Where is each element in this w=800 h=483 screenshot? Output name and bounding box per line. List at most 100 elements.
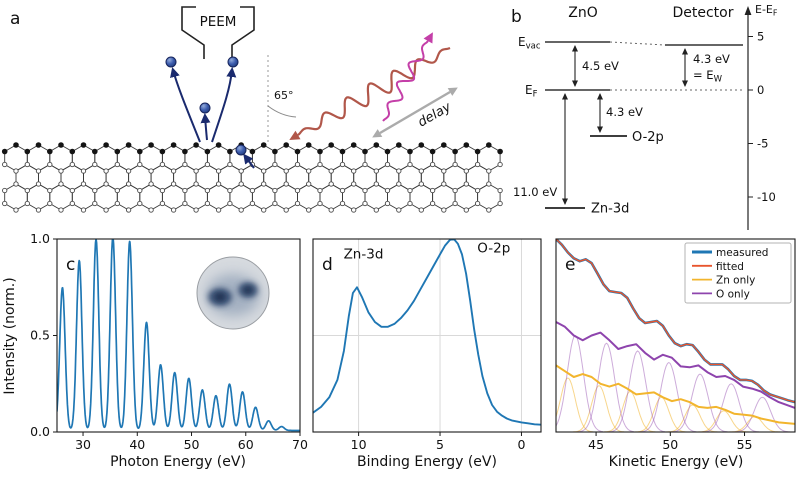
lattice-atom-open	[418, 181, 424, 187]
hexagon	[26, 144, 51, 172]
lattice-atom-open	[249, 200, 256, 207]
lattice-atom-open	[69, 161, 75, 168]
lattice-atom-open	[24, 200, 30, 207]
electron	[227, 56, 239, 68]
arrowhead-down	[562, 198, 568, 205]
lattice-atom-open	[441, 181, 447, 187]
lattice-atom-open	[24, 187, 30, 194]
chart-photon-energy-spectrum: 30 40 50 60 70 0.0 0.5 1.0	[30, 231, 308, 452]
arrowhead-up	[597, 93, 603, 100]
electron	[165, 56, 177, 68]
lattice-atom-open	[58, 181, 64, 187]
lattice-atom-filled	[193, 142, 199, 148]
x-tick-label: 45	[588, 437, 604, 452]
panel-label-e: e	[565, 255, 575, 275]
lattice-atom-open	[486, 207, 492, 213]
peem-image-inset	[196, 256, 270, 330]
lattice-atom-open	[373, 168, 379, 174]
lattice-atom-open	[238, 168, 244, 174]
x-tick-label: 50	[184, 437, 200, 452]
shared-ylabel: Intensity (norm.)	[2, 277, 18, 394]
fitted-curve	[555, 238, 796, 403]
lattice-atom-open	[80, 207, 87, 213]
lattice-atom-open	[249, 187, 256, 194]
lattice-atom-open	[339, 200, 346, 207]
lattice-atom-open	[159, 187, 166, 194]
hexagon	[94, 144, 118, 172]
lattice-atom-open	[497, 200, 503, 207]
hexagon	[308, 163, 332, 192]
annotation-O-2p: O-2p	[477, 241, 510, 257]
lattice-atom-open	[125, 168, 132, 174]
lattice-atom-filled	[159, 148, 166, 155]
lattice-atom-open	[170, 207, 177, 213]
xlabel-binding-energy: Binding Energy (eV)	[357, 454, 497, 470]
panel-a-schematic: a PEEM 65° delay	[1, 6, 503, 213]
lattice-atom-open	[272, 161, 278, 168]
lattice-atom-filled	[24, 148, 31, 155]
hexagon	[49, 144, 73, 172]
lattice-atom-open	[272, 187, 278, 194]
lattice-atom-open	[227, 161, 233, 168]
peem-label: PEEM	[200, 14, 237, 30]
lattice-atom-open	[24, 161, 30, 168]
lattice-atom-open	[114, 161, 120, 168]
lattice-atom-open	[463, 181, 469, 187]
lattice-atom-open	[170, 181, 177, 187]
hexagon	[71, 183, 96, 211]
lattice-atom-open	[339, 161, 346, 168]
peem-outline-right	[231, 6, 255, 59]
lattice-atom-filled	[486, 142, 492, 148]
lattice-atom-open	[441, 207, 447, 213]
x-tick-label: 0	[517, 437, 525, 452]
lattice-atom-open	[182, 161, 188, 168]
lattice-atom-open	[486, 168, 492, 174]
lattice-atom-open	[2, 161, 8, 168]
lattice-atom-open	[80, 168, 87, 174]
lattice-atom-filled	[373, 142, 380, 148]
lattice-atom-filled	[339, 148, 346, 155]
lattice-atom-open	[283, 207, 289, 213]
inset-border	[196, 256, 270, 330]
electron	[235, 144, 247, 156]
electron-trajectory	[170, 67, 201, 143]
hexagon	[184, 183, 208, 211]
hexagon	[161, 183, 186, 211]
lattice-atom-open	[384, 200, 391, 207]
lattice-atom-open	[429, 200, 436, 207]
lattice-atom-open	[193, 181, 199, 187]
legend-label: O only	[716, 288, 750, 300]
lattice-atom-filled	[407, 148, 413, 155]
lattice-atom-open	[396, 207, 402, 213]
y-tick-label: 1.0	[30, 231, 50, 246]
o-components-6-curve	[733, 396, 791, 433]
lattice-atom-open	[261, 168, 267, 174]
photoelectrons	[165, 56, 247, 156]
lattice-atom-filled	[148, 142, 154, 148]
hexagon	[364, 144, 388, 172]
energy-axis-arrowhead	[744, 6, 752, 15]
o2p-gap-label: 4.3 eV	[606, 105, 643, 119]
lattice-atom-open	[396, 181, 402, 187]
lattice-atom-filled	[249, 148, 256, 155]
hexagon	[387, 144, 411, 172]
arrowhead-down	[597, 126, 603, 133]
lattice-atom-open	[159, 200, 166, 207]
lattice-atom-filled	[283, 142, 290, 148]
axis-tick-label: -5	[757, 137, 768, 151]
hexagon	[353, 163, 377, 192]
lattice-atom-open	[306, 181, 312, 187]
o-components-3-curve	[639, 362, 697, 433]
hexagon	[387, 183, 411, 211]
chart-labels: c d e Photon Energy (eV) Binding Energy …	[2, 255, 743, 470]
zn3d-label: Zn-3d	[591, 202, 629, 217]
hexagon	[150, 163, 175, 192]
hexagon	[71, 144, 96, 172]
delay-double-arrow	[379, 90, 451, 135]
lattice-atom-open	[261, 181, 267, 187]
lattice-atom-filled	[441, 142, 447, 148]
lattice-atom-filled	[35, 142, 42, 148]
arrowhead-down	[572, 80, 578, 87]
hexagon	[274, 144, 298, 172]
